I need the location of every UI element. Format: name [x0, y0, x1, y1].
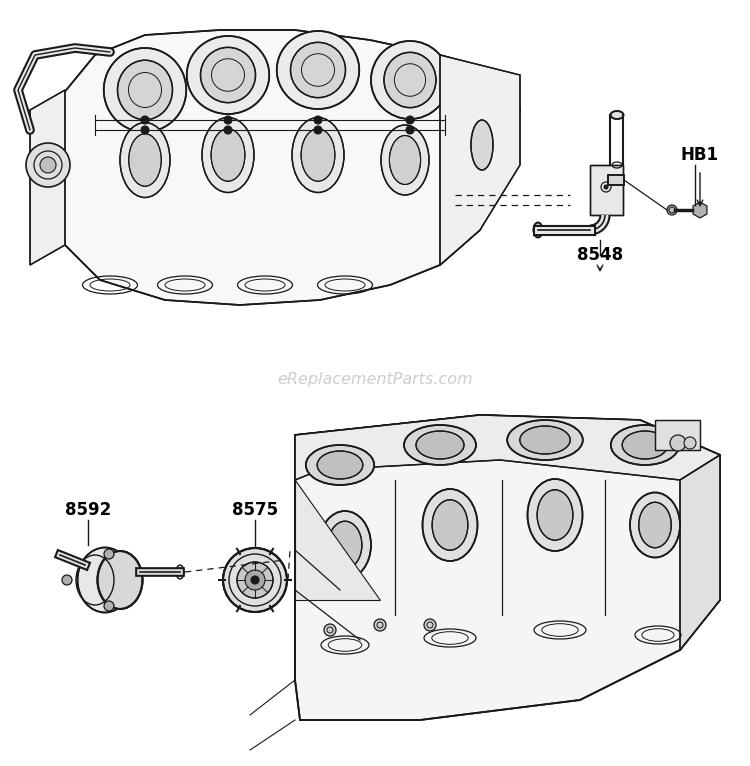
Ellipse shape — [319, 511, 371, 579]
Circle shape — [62, 575, 72, 585]
Ellipse shape — [432, 499, 468, 550]
Circle shape — [604, 185, 608, 189]
Circle shape — [26, 143, 70, 187]
Circle shape — [424, 619, 436, 631]
Ellipse shape — [200, 47, 256, 103]
Polygon shape — [30, 90, 65, 265]
Ellipse shape — [389, 136, 421, 185]
Polygon shape — [295, 415, 720, 480]
Ellipse shape — [622, 431, 668, 459]
Ellipse shape — [520, 426, 570, 454]
Ellipse shape — [471, 120, 493, 170]
Text: 8548: 8548 — [577, 246, 623, 264]
Ellipse shape — [328, 521, 362, 569]
Circle shape — [141, 116, 149, 124]
Circle shape — [141, 126, 149, 134]
Text: eReplacementParts.com: eReplacementParts.com — [278, 372, 472, 387]
Ellipse shape — [630, 493, 680, 558]
Ellipse shape — [187, 36, 269, 114]
Ellipse shape — [317, 451, 363, 479]
Polygon shape — [693, 202, 707, 218]
Ellipse shape — [533, 222, 542, 237]
Bar — [655, 420, 700, 450]
Circle shape — [374, 619, 386, 631]
Polygon shape — [295, 415, 720, 720]
Ellipse shape — [98, 551, 142, 609]
Ellipse shape — [176, 565, 184, 579]
Ellipse shape — [120, 123, 170, 198]
Ellipse shape — [202, 117, 254, 192]
Circle shape — [104, 549, 114, 559]
Circle shape — [406, 116, 414, 124]
Circle shape — [40, 157, 56, 173]
Ellipse shape — [277, 31, 359, 109]
Polygon shape — [590, 165, 623, 215]
Polygon shape — [295, 480, 380, 600]
Ellipse shape — [610, 111, 623, 119]
Ellipse shape — [610, 425, 680, 465]
Circle shape — [237, 562, 273, 598]
Text: HB1: HB1 — [680, 146, 718, 164]
Text: 8575: 8575 — [232, 501, 278, 519]
Circle shape — [224, 126, 232, 134]
Circle shape — [223, 548, 287, 612]
Bar — [608, 175, 624, 185]
Circle shape — [670, 435, 686, 451]
Ellipse shape — [77, 548, 133, 613]
Ellipse shape — [371, 41, 449, 119]
Ellipse shape — [416, 431, 464, 459]
Circle shape — [684, 437, 696, 449]
Bar — [655, 420, 700, 450]
Ellipse shape — [301, 129, 335, 182]
Ellipse shape — [306, 445, 374, 485]
Ellipse shape — [118, 61, 172, 119]
Polygon shape — [50, 30, 520, 305]
Circle shape — [104, 601, 114, 611]
Circle shape — [245, 570, 265, 590]
Ellipse shape — [290, 42, 346, 97]
Ellipse shape — [422, 489, 478, 561]
Ellipse shape — [527, 479, 583, 551]
Ellipse shape — [381, 125, 429, 195]
Ellipse shape — [639, 502, 671, 548]
Ellipse shape — [104, 48, 186, 132]
Circle shape — [314, 126, 322, 134]
Circle shape — [314, 116, 322, 124]
Ellipse shape — [507, 420, 583, 460]
Ellipse shape — [292, 117, 344, 192]
Circle shape — [251, 576, 259, 584]
Ellipse shape — [537, 489, 573, 540]
Circle shape — [667, 205, 677, 215]
Polygon shape — [680, 455, 720, 650]
Circle shape — [406, 126, 414, 134]
Text: 8592: 8592 — [64, 501, 111, 519]
Bar — [608, 175, 624, 185]
Ellipse shape — [211, 129, 245, 182]
Ellipse shape — [129, 134, 161, 186]
Circle shape — [324, 624, 336, 636]
Ellipse shape — [404, 425, 476, 465]
Circle shape — [224, 116, 232, 124]
Polygon shape — [440, 55, 520, 265]
Ellipse shape — [384, 52, 436, 108]
